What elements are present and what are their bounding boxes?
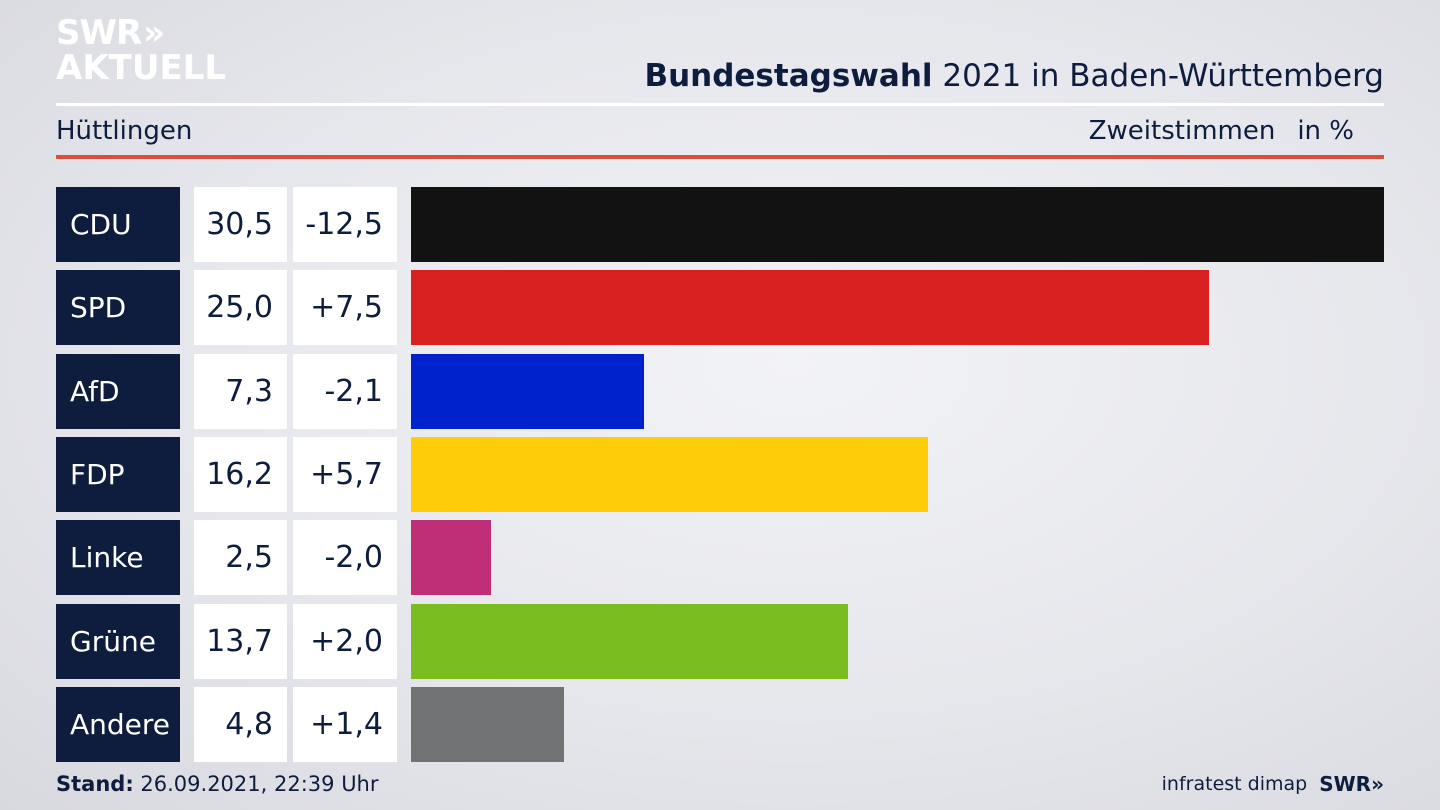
vote-share-bar bbox=[411, 687, 564, 762]
vote-share-label: 13,7 bbox=[194, 604, 287, 679]
subheader-divider bbox=[56, 155, 1384, 159]
timestamp: Stand: 26.09.2021, 22:39 Uhr bbox=[56, 772, 379, 796]
title-bold: Bundestagswahl bbox=[644, 58, 933, 94]
vote-share-label: 2,5 bbox=[194, 520, 287, 595]
source-credit: infratest dimap SWR» bbox=[1162, 772, 1384, 796]
party-label: SPD bbox=[56, 270, 180, 345]
unit-label: in % bbox=[1297, 116, 1354, 146]
location-label: Hüttlingen bbox=[56, 116, 193, 146]
party-label: AfD bbox=[56, 354, 180, 429]
change-label: -2,0 bbox=[293, 520, 397, 595]
change-label: +5,7 bbox=[293, 437, 397, 512]
vote-share-bar bbox=[411, 354, 644, 429]
result-row: Linke 2,5 -2,0 bbox=[56, 520, 1384, 595]
result-row: AfD 7,3 -2,1 bbox=[56, 354, 1384, 429]
vote-share-bar bbox=[411, 437, 928, 512]
party-label: Linke bbox=[56, 520, 180, 595]
source-label: infratest dimap bbox=[1161, 773, 1308, 795]
stand-value: 26.09.2021, 22:39 Uhr bbox=[140, 772, 379, 796]
change-label: -2,1 bbox=[293, 354, 397, 429]
title-rest: 2021 in Baden-Württemberg bbox=[942, 58, 1384, 94]
result-row: SPD 25,0 +7,5 bbox=[56, 270, 1384, 345]
vote-share-bar bbox=[411, 270, 1209, 345]
vote-share-label: 30,5 bbox=[194, 187, 287, 262]
party-label: Grüne bbox=[56, 604, 180, 679]
change-label: +7,5 bbox=[293, 270, 397, 345]
stand-label: Stand: bbox=[56, 772, 134, 796]
party-label: FDP bbox=[56, 437, 180, 512]
metric-header: Zweitstimmen in % bbox=[1089, 116, 1354, 146]
vote-share-label: 25,0 bbox=[194, 270, 287, 345]
metric-label: Zweitstimmen bbox=[1088, 116, 1276, 146]
party-label: Andere bbox=[56, 687, 180, 762]
party-label: CDU bbox=[56, 187, 180, 262]
swr-aktuell-logo: SWR» AKTUELL bbox=[56, 16, 226, 85]
change-label: -12,5 bbox=[293, 187, 397, 262]
chart-title: Bundestagswahl 2021 in Baden-Württemberg bbox=[644, 58, 1384, 94]
result-row: FDP 16,2 +5,7 bbox=[56, 437, 1384, 512]
logo-swr-text: SWR bbox=[56, 13, 142, 53]
logo-aktuell-text: AKTUELL bbox=[56, 48, 227, 88]
change-label: +1,4 bbox=[293, 687, 397, 762]
header-divider bbox=[56, 103, 1384, 106]
result-row: CDU 30,5 -12,5 bbox=[56, 187, 1384, 262]
vote-share-label: 7,3 bbox=[194, 354, 287, 429]
result-row: Grüne 13,7 +2,0 bbox=[56, 604, 1384, 679]
vote-share-bar bbox=[411, 520, 491, 595]
vote-share-bar bbox=[411, 604, 848, 679]
swr-footer-logo: SWR» bbox=[1319, 772, 1384, 796]
logo-chevrons: » bbox=[143, 13, 165, 53]
change-label: +2,0 bbox=[293, 604, 397, 679]
vote-share-bar bbox=[411, 187, 1384, 262]
result-row: Andere 4,8 +1,4 bbox=[56, 687, 1384, 762]
vote-share-label: 16,2 bbox=[194, 437, 287, 512]
vote-share-label: 4,8 bbox=[194, 687, 287, 762]
